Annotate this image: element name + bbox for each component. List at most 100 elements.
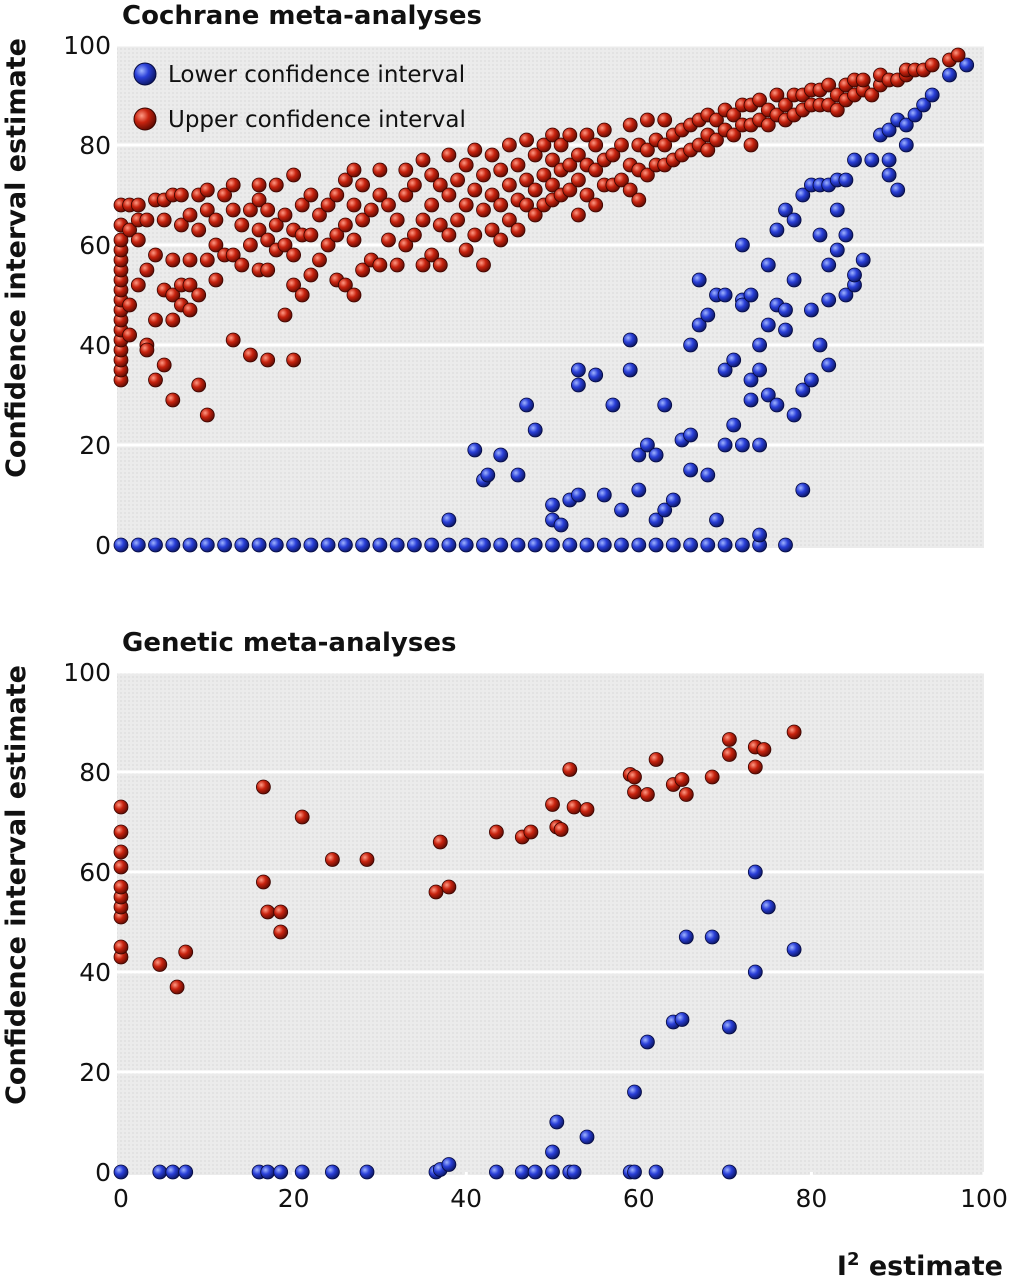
upper-ci-point [286,167,302,183]
lower-ci-point [795,482,811,498]
upper-ci-point [579,127,595,143]
upper-ci-point [303,187,319,203]
lower-ci-point [510,537,526,553]
lower-ci-point [152,1164,168,1180]
upper-ci-point [152,957,168,972]
upper-ci-point [536,167,552,183]
upper-ci-point [747,759,763,775]
upper-ci-point [208,272,224,288]
lower-ci-point [743,372,759,388]
lower-ci-point [545,1144,560,1160]
y-tick-label: 0 [95,1158,111,1187]
upper-ci-point [225,332,241,348]
lower-ci-point [627,1084,642,1100]
lower-ci-point [458,537,474,553]
upper-ci-point [260,352,276,368]
upper-ci-point [242,202,258,218]
lower-ci-point [691,272,707,288]
lower-ci-point [113,1164,129,1180]
upper-ci-point [769,87,785,103]
upper-ci-point [182,252,198,268]
y-tick-labels: 0 20 40 60 80 100 [63,658,111,1187]
upper-ci-point [519,132,534,148]
upper-ci-point [122,297,138,313]
lower-ci-point [527,1164,543,1180]
lower-ci-point [683,427,698,443]
x-tick-label: 40 [450,1184,482,1213]
lower-ci-point [743,287,759,303]
lower-ci-point [588,367,604,383]
lower-ci-point [760,387,776,403]
upper-ci-point [312,252,327,268]
upper-ci-point [640,167,655,183]
lower-ci-point [769,222,785,238]
upper-ci-point [255,779,271,795]
y-tick-label: 40 [79,331,111,360]
upper-ci-point [562,762,578,777]
legend-label-upper: Upper confidence interval [168,107,466,133]
lower-ci-point [881,122,897,138]
lower-ci-point [640,437,655,453]
upper-ci-point [476,167,491,183]
lower-ci-point [493,537,509,553]
upper-ci-point [251,222,267,238]
upper-ci-point [432,257,448,273]
x-tick-labels: 0 20 40 60 80 100 [113,1184,1008,1213]
lower-ci-point [683,337,698,353]
upper-ci-point [346,197,362,213]
lower-ci-point [726,352,742,368]
upper-ci-point [488,824,504,840]
lower-ci-point [709,512,724,528]
upper-ci-point [523,824,539,840]
lower-ci-point [234,537,250,553]
lower-ci-point [286,537,302,553]
lower-ci-point [178,1164,194,1180]
lower-ci-point [324,1164,340,1180]
cochrane-panel: Cochrane meta-analyses Confidence interv… [1,1,984,560]
y-tick-label: 20 [79,1058,111,1087]
upper-ci-point [415,257,431,273]
y-tick-label: 100 [63,658,111,687]
upper-ci-point [709,132,724,148]
lower-ci-point [804,302,819,318]
lower-ci-point [898,117,914,133]
upper-ci-point [855,72,871,88]
y-tick-label: 0 [95,531,111,560]
upper-ci-point [752,92,767,108]
upper-ci-point [432,217,448,233]
upper-ci-point [273,904,289,920]
lower-ci-point [549,1114,565,1130]
upper-ci-point [484,187,500,203]
lower-ci-point [441,1157,457,1172]
lower-ci-point [640,1034,655,1050]
upper-ci-point [156,357,172,373]
lower-ci-point [579,1129,595,1145]
x-tick-label: 20 [278,1184,310,1213]
lower-ci-point [579,537,595,553]
upper-ci-point [588,162,604,178]
upper-ci-point [536,137,552,153]
gridlines [117,670,986,1175]
y-axis-label: Confidence interval estimate [1,38,32,478]
upper-ci-point [225,202,241,218]
upper-ci-point [467,227,483,243]
lower-ci-point [372,537,388,553]
upper-ci-point [501,177,517,193]
upper-ci-point [113,844,129,860]
upper-ci-point [493,232,509,248]
upper-ci-point [450,172,466,188]
upper-ci-point [372,162,388,178]
upper-ci-point [743,137,759,153]
x-tick-label: 0 [113,1184,129,1213]
lower-ci-point [760,899,776,915]
upper-ci-point [130,277,146,293]
y-axis-label: Confidence interval estimate [1,665,32,1105]
lower-ci-point [760,257,776,273]
upper-ci-point [286,277,302,293]
upper-ci-point [372,187,388,203]
lower-ci-point [488,1164,504,1180]
upper-ci-point [678,787,694,802]
upper-ci-point [130,197,146,213]
upper-ci-point [709,112,724,128]
